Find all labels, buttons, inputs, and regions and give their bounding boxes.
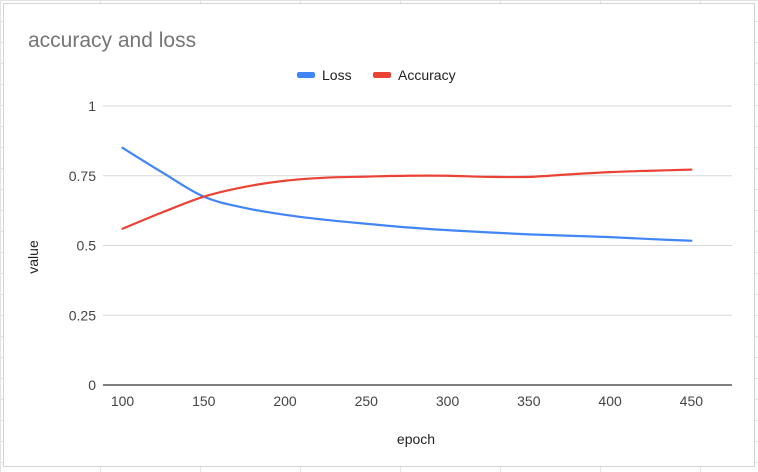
chart-container[interactable]: accuracy and loss Loss Accuracy 0 0.25 0.5… bbox=[3, 3, 755, 467]
series-line-loss bbox=[121, 146, 693, 242]
data-point-loss bbox=[284, 214, 286, 216]
data-point-accuracy bbox=[203, 196, 205, 198]
x-tick-label: 450 bbox=[680, 393, 704, 409]
data-point-accuracy bbox=[690, 169, 692, 171]
data-point-loss bbox=[406, 226, 408, 228]
legend-label-accuracy: Accuracy bbox=[398, 67, 456, 83]
y-axis-ticks: 0 0.25 0.5 0.75 1 bbox=[69, 98, 96, 393]
legend: Loss Accuracy bbox=[297, 67, 456, 83]
x-tick-label: 150 bbox=[192, 393, 216, 409]
data-point-accuracy bbox=[243, 186, 245, 188]
line-chart: accuracy and loss Loss Accuracy 0 0.25 0.5… bbox=[25, 29, 732, 447]
data-point-loss bbox=[528, 233, 530, 235]
data-point-loss bbox=[609, 236, 611, 238]
data-point-accuracy bbox=[121, 228, 123, 230]
data-point-accuracy bbox=[528, 176, 530, 178]
data-point-accuracy bbox=[487, 176, 489, 178]
data-point-accuracy bbox=[650, 170, 652, 172]
data-point-accuracy bbox=[284, 180, 286, 182]
legend-swatch-loss bbox=[297, 72, 315, 78]
data-point-loss bbox=[365, 223, 367, 225]
data-point-accuracy bbox=[325, 177, 327, 179]
data-point-accuracy bbox=[446, 175, 448, 177]
x-axis-ticks: 100 150 200 250 300 350 400 450 bbox=[111, 393, 703, 409]
y-tick-label: 0.25 bbox=[69, 307, 96, 323]
data-point-accuracy bbox=[609, 171, 611, 173]
data-point-loss bbox=[446, 229, 448, 231]
x-tick-label: 250 bbox=[355, 393, 379, 409]
x-tick-label: 300 bbox=[436, 393, 460, 409]
data-point-loss bbox=[650, 238, 652, 240]
series-line-accuracy bbox=[121, 168, 693, 230]
data-point-accuracy bbox=[568, 173, 570, 175]
data-point-accuracy bbox=[162, 211, 164, 213]
data-point-loss bbox=[243, 207, 245, 209]
x-tick-label: 350 bbox=[517, 393, 541, 409]
legend-swatch-accuracy bbox=[373, 72, 391, 78]
chart-title: accuracy and loss bbox=[28, 29, 196, 52]
gridlines bbox=[103, 105, 732, 386]
y-tick-label: 0.75 bbox=[69, 168, 96, 184]
x-tick-label: 100 bbox=[111, 393, 135, 409]
data-point-loss bbox=[690, 240, 692, 242]
x-tick-label: 200 bbox=[273, 393, 297, 409]
x-axis-label: epoch bbox=[397, 431, 435, 447]
x-tick-label: 400 bbox=[598, 393, 622, 409]
data-point-accuracy bbox=[365, 175, 367, 177]
data-point-accuracy bbox=[406, 175, 408, 177]
data-point-loss bbox=[325, 219, 327, 221]
series-lines bbox=[121, 146, 693, 242]
y-tick-label: 0.5 bbox=[77, 238, 97, 254]
legend-label-loss: Loss bbox=[322, 67, 352, 83]
data-point-loss bbox=[568, 235, 570, 237]
y-tick-label: 1 bbox=[88, 98, 96, 114]
y-tick-label: 0 bbox=[88, 377, 96, 393]
y-axis-label: value bbox=[25, 240, 41, 274]
data-point-loss bbox=[121, 147, 123, 149]
data-point-loss bbox=[162, 172, 164, 174]
data-point-loss bbox=[487, 231, 489, 233]
